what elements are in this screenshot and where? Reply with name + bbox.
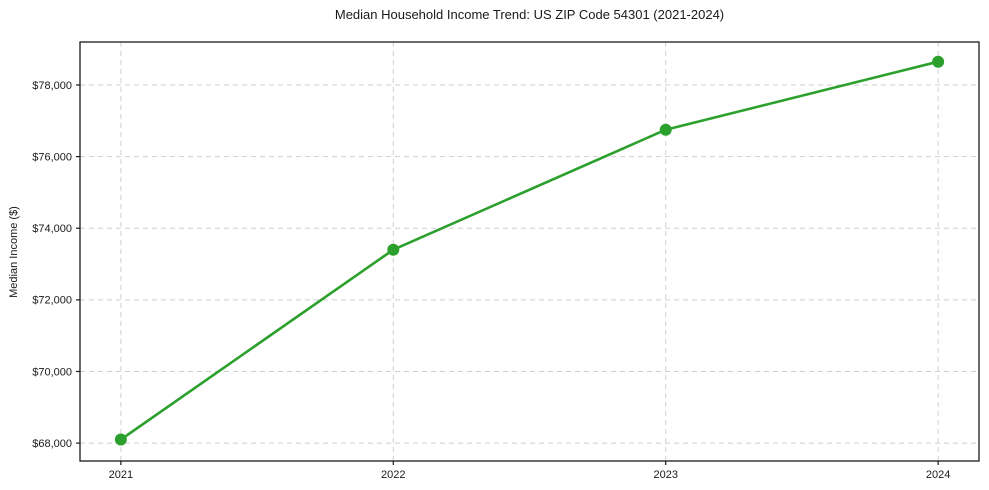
x-tick-label: 2021 [109,469,133,481]
y-tick-label: $68,000 [32,438,72,450]
chart-title: Median Household Income Trend: US ZIP Co… [334,7,725,22]
y-tick-label: $74,000 [32,223,72,235]
data-point [659,123,672,136]
data-point [932,55,945,68]
x-tick-label: 2024 [926,469,950,481]
x-tick-label: 2023 [653,469,677,481]
y-tick-label: $72,000 [32,295,72,307]
data-point [114,433,127,446]
y-tick-label: $70,000 [32,366,72,378]
y-tick-label: $78,000 [32,80,72,92]
trend-line [119,60,940,441]
data-point [387,243,400,256]
x-tick-label: 2022 [381,469,405,481]
y-tick-label: $76,000 [32,151,72,163]
plot-border [79,41,980,462]
